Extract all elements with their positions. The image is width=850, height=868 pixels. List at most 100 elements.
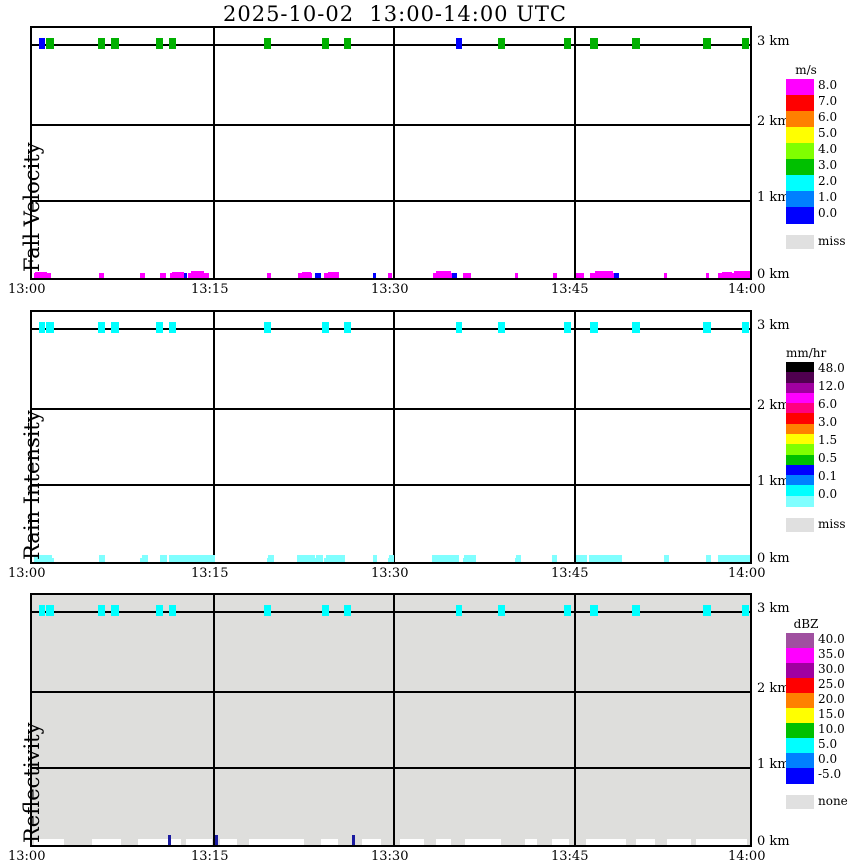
data-cell-rain-intensity — [563, 322, 572, 333]
xtick-1345-p2: 13:45 — [551, 566, 589, 581]
data-cell-fall-velocity — [372, 273, 377, 278]
colorbar-tick-label: 4.0 — [818, 142, 838, 156]
xtick-1345-p1: 13:45 — [551, 282, 589, 297]
colorbar-tick-label: 5.0 — [818, 126, 838, 140]
data-cell-reflectivity — [98, 605, 106, 616]
data-cell-fall-velocity — [314, 273, 321, 278]
colorbar-tick-label: 7.0 — [818, 94, 838, 108]
colorbar-swatch — [786, 678, 814, 694]
colorbar-tick-label: 0.0 — [818, 206, 838, 220]
colorbar-tick-label: 2.0 — [818, 174, 838, 188]
ytick-1km-p3: 1 km — [757, 757, 790, 772]
colorbar-tick-label: 1.5 — [818, 433, 838, 447]
ytick-3km-p2: 3 km — [757, 318, 790, 333]
data-cell-rain-intensity — [169, 322, 177, 333]
colorbar-swatch — [786, 413, 814, 425]
data-cell-fall-velocity — [266, 273, 272, 278]
data-cell-fall-velocity — [46, 38, 54, 49]
colorbar-tick-label: -5.0 — [818, 767, 842, 781]
plot-area-fall-velocity[interactable] — [30, 26, 752, 280]
colorbar-swatch — [786, 362, 814, 373]
colorbar-unit-dbz: dBZ — [793, 617, 819, 631]
colorbar-tick-label: 40.0 — [818, 632, 845, 646]
plot-area-reflectivity[interactable] — [30, 593, 752, 847]
colorbar-tick-label: 15.0 — [818, 707, 845, 721]
xtick-1300-p3: 13:00 — [8, 849, 46, 864]
ytick-3km-p3: 3 km — [757, 601, 790, 616]
panel-reflectivity — [30, 593, 752, 847]
colorbar-tick-label: 8.0 — [818, 78, 838, 92]
colorbar-swatch — [786, 454, 814, 466]
data-cell-reflectivity — [436, 839, 451, 845]
data-cell-rain-intensity — [551, 555, 557, 562]
data-cell-fall-velocity — [190, 271, 205, 278]
colorbar-swatch — [786, 723, 814, 739]
ytick-1km-p1: 1 km — [757, 190, 790, 205]
plot-area-rain-intensity[interactable] — [30, 310, 752, 564]
colorbar-nodata-label: none — [818, 794, 848, 808]
colorbar-tick-label: 0.0 — [818, 752, 838, 766]
data-cell-rain-intensity — [717, 555, 736, 562]
data-cell-reflectivity — [400, 839, 425, 845]
colorbar-swatch — [786, 633, 814, 649]
ytick-2km-p1: 2 km — [757, 114, 790, 129]
data-cell-fall-velocity — [159, 273, 166, 278]
colorbar-tick-label: 1.0 — [818, 190, 838, 204]
data-cell-rain-intensity — [575, 555, 587, 562]
colorbar-swatch — [786, 175, 814, 192]
data-cell-rain-intensity — [155, 322, 164, 333]
data-cell-fall-velocity — [721, 272, 733, 278]
data-cell-fall-velocity — [741, 38, 750, 49]
colorbar-tick-label: 0.0 — [818, 487, 838, 501]
data-cell-reflectivity — [92, 839, 122, 845]
data-cell-fall-velocity — [204, 273, 209, 278]
data-cell-reflectivity — [320, 839, 338, 845]
colorbar-swatch — [786, 753, 814, 769]
data-cell-rain-intensity — [46, 322, 54, 333]
data-cell-rain-intensity — [431, 555, 456, 562]
gridline-vertical — [213, 312, 215, 562]
data-cell-rain-intensity — [111, 322, 119, 333]
colorbar-reflectivity: dBZ 40.0 35.0 30.0 25.0 20.0 15.0 10.0 5.0 0.0 -5… — [786, 617, 848, 809]
data-cell-rain-intensity — [325, 555, 345, 562]
data-cell-reflectivity — [137, 839, 182, 845]
page-title: 2025-10-02 13:00-14:00 UTC — [222, 2, 567, 26]
data-cell-rain-intensity — [632, 322, 640, 333]
colorbar-swatch — [786, 485, 814, 497]
data-cell-rain-intensity — [615, 555, 622, 562]
panel-label-rain-intensity: Rain Intensity — [20, 410, 44, 560]
data-cell-rain-intensity — [169, 555, 189, 562]
data-cell-rain-intensity — [315, 555, 324, 562]
data-cell-rain-intensity — [188, 555, 215, 562]
colorbar-swatch — [786, 738, 814, 754]
colorbar-swatch — [786, 464, 814, 476]
gridline-horizontal — [32, 484, 750, 486]
data-cell-fall-velocity — [590, 38, 598, 49]
data-cell-fall-velocity — [155, 38, 164, 49]
data-cell-fall-velocity — [301, 272, 312, 278]
data-cell-rain-intensity — [267, 555, 274, 562]
data-cell-reflectivity — [214, 835, 218, 845]
data-cell-rain-intensity — [34, 555, 53, 562]
data-cell-reflectivity — [667, 839, 692, 845]
colorbar-swatch — [786, 79, 814, 96]
colorbar-swatch — [786, 207, 814, 224]
data-cell-reflectivity — [497, 605, 505, 616]
data-cell-rain-intensity — [497, 322, 505, 333]
data-cell-fall-velocity — [575, 273, 585, 278]
data-cell-reflectivity — [34, 839, 65, 845]
colorbar-swatch — [786, 191, 814, 208]
gridline-horizontal — [32, 691, 750, 693]
data-cell-rain-intensity — [590, 322, 598, 333]
data-cell-fall-velocity — [388, 273, 392, 278]
colorbar-swatch — [786, 708, 814, 724]
data-cell-rain-intensity — [729, 555, 750, 562]
gridline-vertical — [574, 312, 576, 562]
colorbar-swatch — [786, 159, 814, 176]
data-cell-reflectivity — [155, 605, 164, 616]
xtick-1400-p3: 14:00 — [728, 849, 766, 864]
data-cell-rain-intensity — [296, 555, 315, 562]
ytick-1km-p2: 1 km — [757, 474, 790, 489]
data-cell-reflectivity — [455, 605, 462, 616]
data-cell-reflectivity — [551, 839, 569, 845]
